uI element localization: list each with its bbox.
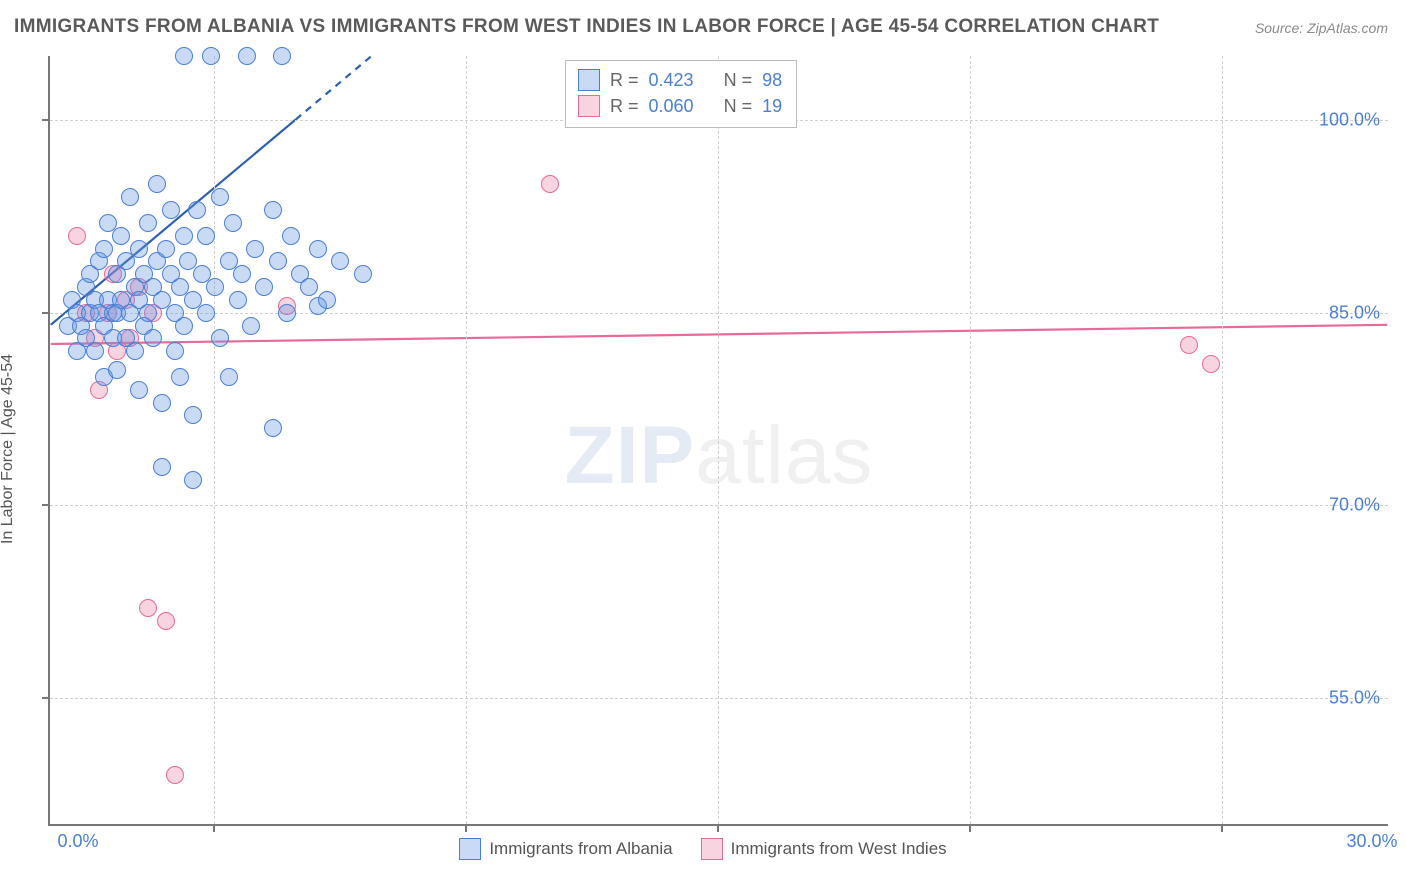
legend-item-albania: Immigrants from Albania (459, 838, 672, 860)
data-point-albania (86, 342, 104, 360)
data-point-albania (309, 240, 327, 258)
data-point-albania (139, 214, 157, 232)
data-point-albania (233, 265, 251, 283)
data-point-albania (184, 406, 202, 424)
data-point-albania (282, 227, 300, 245)
data-point-albania (229, 291, 247, 309)
y-tick-label: 70.0% (1329, 495, 1380, 516)
data-point-albania (197, 304, 215, 322)
data-point-albania (242, 317, 260, 335)
data-point-westindies (1202, 355, 1220, 373)
data-point-albania (224, 214, 242, 232)
data-point-albania (144, 329, 162, 347)
data-point-albania (95, 240, 113, 258)
data-point-albania (130, 240, 148, 258)
data-point-westindies (139, 599, 157, 617)
correlation-legend: R = 0.423 N = 98 R = 0.060 N = 19 (565, 60, 797, 128)
series-legend: Immigrants from Albania Immigrants from … (0, 838, 1406, 860)
source-credit: Source: ZipAtlas.com (1255, 20, 1388, 36)
watermark: ZIPatlas (565, 409, 874, 503)
data-point-westindies (541, 175, 559, 193)
data-point-albania (126, 342, 144, 360)
chart-title: IMMIGRANTS FROM ALBANIA VS IMMIGRANTS FR… (14, 16, 1159, 38)
data-point-albania (112, 227, 130, 245)
data-point-albania (157, 240, 175, 258)
data-point-westindies (166, 766, 184, 784)
swatch-albania (578, 69, 600, 91)
data-point-albania (206, 278, 224, 296)
legend-row-westindies: R = 0.060 N = 19 (578, 93, 782, 119)
data-point-albania (188, 201, 206, 219)
data-point-albania (264, 201, 282, 219)
data-point-albania (238, 47, 256, 65)
data-point-albania (264, 419, 282, 437)
data-point-albania (175, 317, 193, 335)
data-point-albania (197, 227, 215, 245)
data-point-albania (171, 368, 189, 386)
data-point-albania (354, 265, 372, 283)
y-tick-label: 100.0% (1319, 110, 1380, 131)
data-point-albania (153, 394, 171, 412)
data-point-albania (211, 329, 229, 347)
data-point-westindies (68, 227, 86, 245)
swatch-westindies (578, 95, 600, 117)
y-tick-label: 55.0% (1329, 687, 1380, 708)
chart-container: IMMIGRANTS FROM ALBANIA VS IMMIGRANTS FR… (0, 0, 1406, 892)
data-point-westindies (1180, 336, 1198, 354)
data-point-albania (130, 381, 148, 399)
data-point-albania (148, 175, 166, 193)
data-point-albania (220, 368, 238, 386)
data-point-westindies (157, 612, 175, 630)
data-point-albania (153, 458, 171, 476)
data-point-albania (175, 227, 193, 245)
swatch-westindies (701, 838, 723, 860)
data-point-albania (184, 471, 202, 489)
data-point-albania (300, 278, 318, 296)
data-point-albania (318, 291, 336, 309)
legend-item-westindies: Immigrants from West Indies (701, 838, 947, 860)
data-point-albania (175, 47, 193, 65)
data-point-albania (166, 342, 184, 360)
data-point-albania (278, 304, 296, 322)
data-point-albania (108, 361, 126, 379)
data-point-albania (162, 201, 180, 219)
data-point-albania (255, 278, 273, 296)
data-point-albania (331, 252, 349, 270)
swatch-albania (459, 838, 481, 860)
data-point-albania (273, 47, 291, 65)
data-point-albania (202, 47, 220, 65)
data-point-albania (246, 240, 264, 258)
y-axis-label: In Labor Force | Age 45-54 (0, 354, 17, 544)
data-point-albania (211, 188, 229, 206)
y-tick-label: 85.0% (1329, 302, 1380, 323)
data-point-albania (269, 252, 287, 270)
plot-area: ZIPatlas 55.0%70.0%85.0%100.0%0.0%30.0% (48, 56, 1388, 826)
data-point-albania (121, 188, 139, 206)
legend-row-albania: R = 0.423 N = 98 (578, 67, 782, 93)
